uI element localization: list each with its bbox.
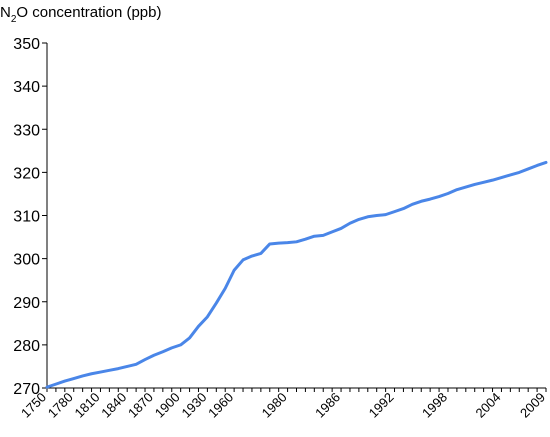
x-tick-label: 2009 (517, 390, 548, 421)
y-tick-label: 330 (13, 122, 40, 139)
x-tick-label: 1998 (419, 390, 450, 421)
x-tick-label: 1960 (205, 390, 236, 421)
x-tick-label: 1900 (152, 390, 183, 421)
y-tick-label: 350 (13, 36, 40, 53)
y-tick-label: 340 (13, 79, 40, 96)
y-axis: 270 280 290 300 310 320 330 340 350 (13, 36, 48, 398)
y-tick-label: 280 (13, 338, 40, 355)
series-group (45, 160, 548, 389)
y-tick-label: 300 (13, 252, 40, 269)
x-tick-label: 1980 (259, 390, 290, 421)
x-tick-label: 1840 (98, 390, 129, 421)
y-axis-title-suffix: O concentration (ppb) (16, 4, 161, 21)
x-tick-label: 1992 (366, 390, 397, 421)
x-tick-label: 1810 (72, 390, 103, 421)
y-tick-label: 270 (13, 381, 40, 398)
y-tick-label: 290 (13, 295, 40, 312)
x-tick-label: 2004 (473, 390, 504, 421)
x-tick-label: 1986 (312, 390, 343, 421)
series-line (45, 160, 548, 389)
x-tick-label: 1870 (125, 390, 156, 421)
x-tick-label: 1780 (45, 390, 76, 421)
y-tick-label: 310 (13, 209, 40, 226)
y-axis-title-prefix: N (0, 4, 11, 21)
x-tick-label: 1930 (178, 390, 209, 421)
y-axis-title-subscript: 2 (11, 14, 17, 25)
y-axis-title: N2O concentration (ppb) (0, 4, 161, 25)
y-tick-label: 320 (13, 165, 40, 182)
